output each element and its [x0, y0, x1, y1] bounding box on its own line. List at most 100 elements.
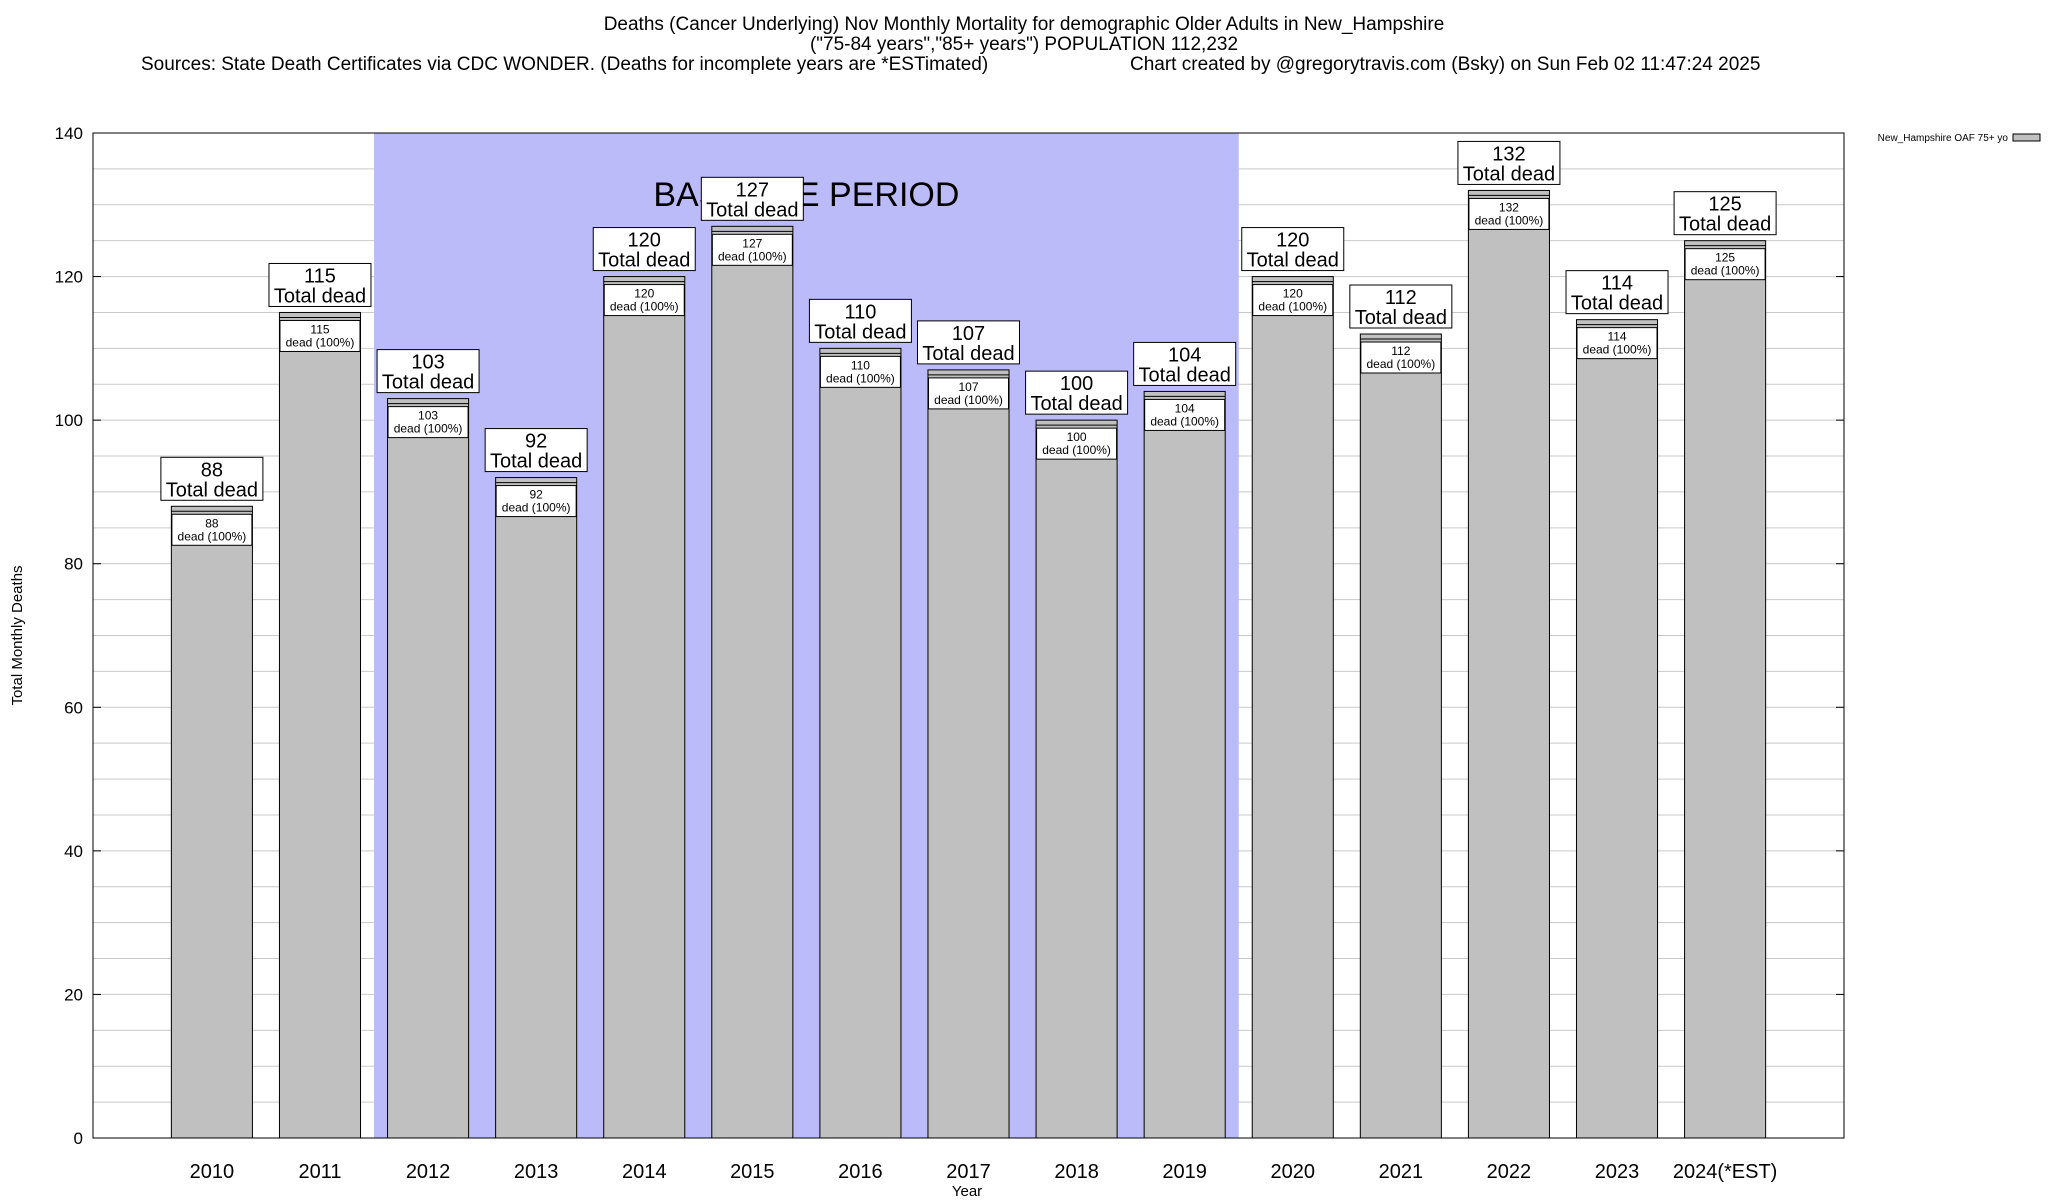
inner-value-label: 110 — [851, 358, 870, 372]
top-label-box — [1133, 341, 1237, 386]
inner-percent-label: dead (100%) — [502, 501, 571, 515]
bar — [278, 311, 362, 1139]
top-value-label: 115 — [304, 265, 336, 287]
top-value-label: 100 — [1060, 373, 1093, 395]
inner-value-label: 132 — [1499, 200, 1519, 214]
bar — [1575, 319, 1659, 1139]
bar — [387, 398, 470, 1139]
x-tick-label: 2011 — [298, 1161, 341, 1183]
inner-value-label: 100 — [1067, 430, 1087, 444]
inner-value-label: 120 — [1283, 287, 1303, 301]
top-label-box — [1673, 191, 1777, 236]
x-tick-label: 2019 — [1162, 1161, 1207, 1183]
top-label-box — [268, 262, 372, 307]
y-tick-label: 0 — [74, 1129, 83, 1148]
inner-percent-label: dead (100%) — [1475, 213, 1544, 227]
top-total-label: Total dead — [1463, 163, 1555, 185]
top-total-label: Total dead — [598, 250, 690, 272]
legend-swatch — [2012, 133, 2041, 142]
top-value-label: 120 — [628, 230, 661, 252]
top-label-box — [700, 176, 804, 221]
bar — [495, 477, 578, 1139]
x-tick-label: 2018 — [1054, 1161, 1099, 1183]
bar — [170, 505, 253, 1139]
top-value-label: 110 — [844, 301, 876, 323]
top-total-label: Total dead — [490, 451, 582, 473]
inner-percent-label: dead (100%) — [394, 422, 463, 436]
y-tick-label: 40 — [64, 842, 83, 861]
inner-label-box — [1360, 341, 1442, 374]
top-value-label: 125 — [1708, 194, 1741, 216]
inner-label-box — [819, 355, 901, 388]
top-total-label: Total dead — [1247, 250, 1339, 272]
top-total-label: Total dead — [706, 199, 798, 221]
inner-label-box — [387, 406, 469, 439]
inner-label-box — [495, 485, 577, 518]
y-tick-label: 20 — [64, 985, 83, 1004]
top-total-label: Total dead — [1679, 214, 1771, 236]
top-value-label: 127 — [736, 179, 769, 201]
inner-value-label: 114 — [1607, 330, 1626, 344]
top-label-box — [592, 227, 696, 272]
inner-value-label: 104 — [1175, 401, 1195, 415]
inner-value-label: 103 — [418, 409, 438, 423]
inner-value-label: 107 — [958, 380, 978, 394]
inner-percent-label: dead (100%) — [718, 249, 787, 263]
inner-value-label: 112 — [1391, 344, 1410, 358]
inner-percent-label: dead (100%) — [1691, 264, 1760, 278]
inner-label-box — [1036, 427, 1118, 460]
inner-percent-label: dead (100%) — [1258, 300, 1327, 314]
top-label-box — [917, 320, 1020, 365]
inner-percent-label: dead (100%) — [1150, 414, 1219, 428]
bar — [1467, 189, 1550, 1139]
x-tick-label: 2023 — [1595, 1161, 1640, 1183]
y-tick-label: 120 — [55, 268, 83, 287]
y-tick-label: 140 — [55, 124, 83, 143]
top-label-box — [1025, 370, 1129, 415]
y-tick-label: 100 — [55, 411, 83, 430]
top-total-label: Total dead — [1030, 393, 1122, 415]
top-value-label: 107 — [952, 323, 985, 345]
top-total-label: Total dead — [814, 321, 906, 343]
inner-label-box — [1144, 398, 1226, 431]
chart-credit: Chart created by @gregorytravis.com (Bsk… — [1130, 54, 1761, 75]
top-value-label: 114 — [1601, 273, 1633, 295]
top-label-box — [160, 456, 264, 501]
inner-label-box — [279, 319, 361, 352]
inner-label-box — [928, 377, 1009, 410]
inner-value-label: 88 — [205, 516, 219, 530]
top-value-label: 92 — [525, 431, 547, 453]
plot-frame — [92, 132, 1845, 1139]
x-tick-label: 2021 — [1379, 1161, 1424, 1183]
chart-sources: Sources: State Death Certificates via CD… — [141, 54, 989, 75]
x-tick-label: 2024(*EST) — [1673, 1161, 1778, 1183]
bar — [1684, 240, 1767, 1139]
top-value-label: 112 — [1385, 287, 1417, 309]
top-value-label: 132 — [1492, 143, 1525, 165]
x-tick-label: 2012 — [406, 1161, 451, 1183]
bar — [1251, 276, 1334, 1139]
inner-label-box — [171, 513, 253, 546]
inner-label-box — [1576, 327, 1658, 360]
y-tick-label: 60 — [64, 698, 83, 717]
bar — [1143, 390, 1226, 1139]
bar — [603, 276, 686, 1139]
x-tick-label: 2013 — [514, 1161, 559, 1183]
y-tick-label: 80 — [64, 555, 83, 574]
inner-value-label: 127 — [742, 236, 762, 250]
y-axis-title: Total Monthly Deaths — [9, 565, 26, 705]
top-total-label: Total dead — [166, 479, 258, 501]
x-tick-label: 2014 — [622, 1161, 667, 1183]
inner-percent-label: dead (100%) — [826, 371, 895, 385]
inner-percent-label: dead (100%) — [1042, 443, 1111, 457]
top-value-label: 104 — [1168, 344, 1201, 366]
x-tick-label: 2017 — [946, 1161, 991, 1183]
inner-percent-label: dead (100%) — [1366, 357, 1435, 371]
x-tick-label: 2022 — [1487, 1161, 1532, 1183]
inner-label-box — [1684, 248, 1766, 281]
inner-value-label: 120 — [634, 287, 654, 301]
inner-label-box — [1252, 284, 1334, 317]
x-tick-label: 2016 — [838, 1161, 883, 1183]
bar — [819, 347, 902, 1139]
